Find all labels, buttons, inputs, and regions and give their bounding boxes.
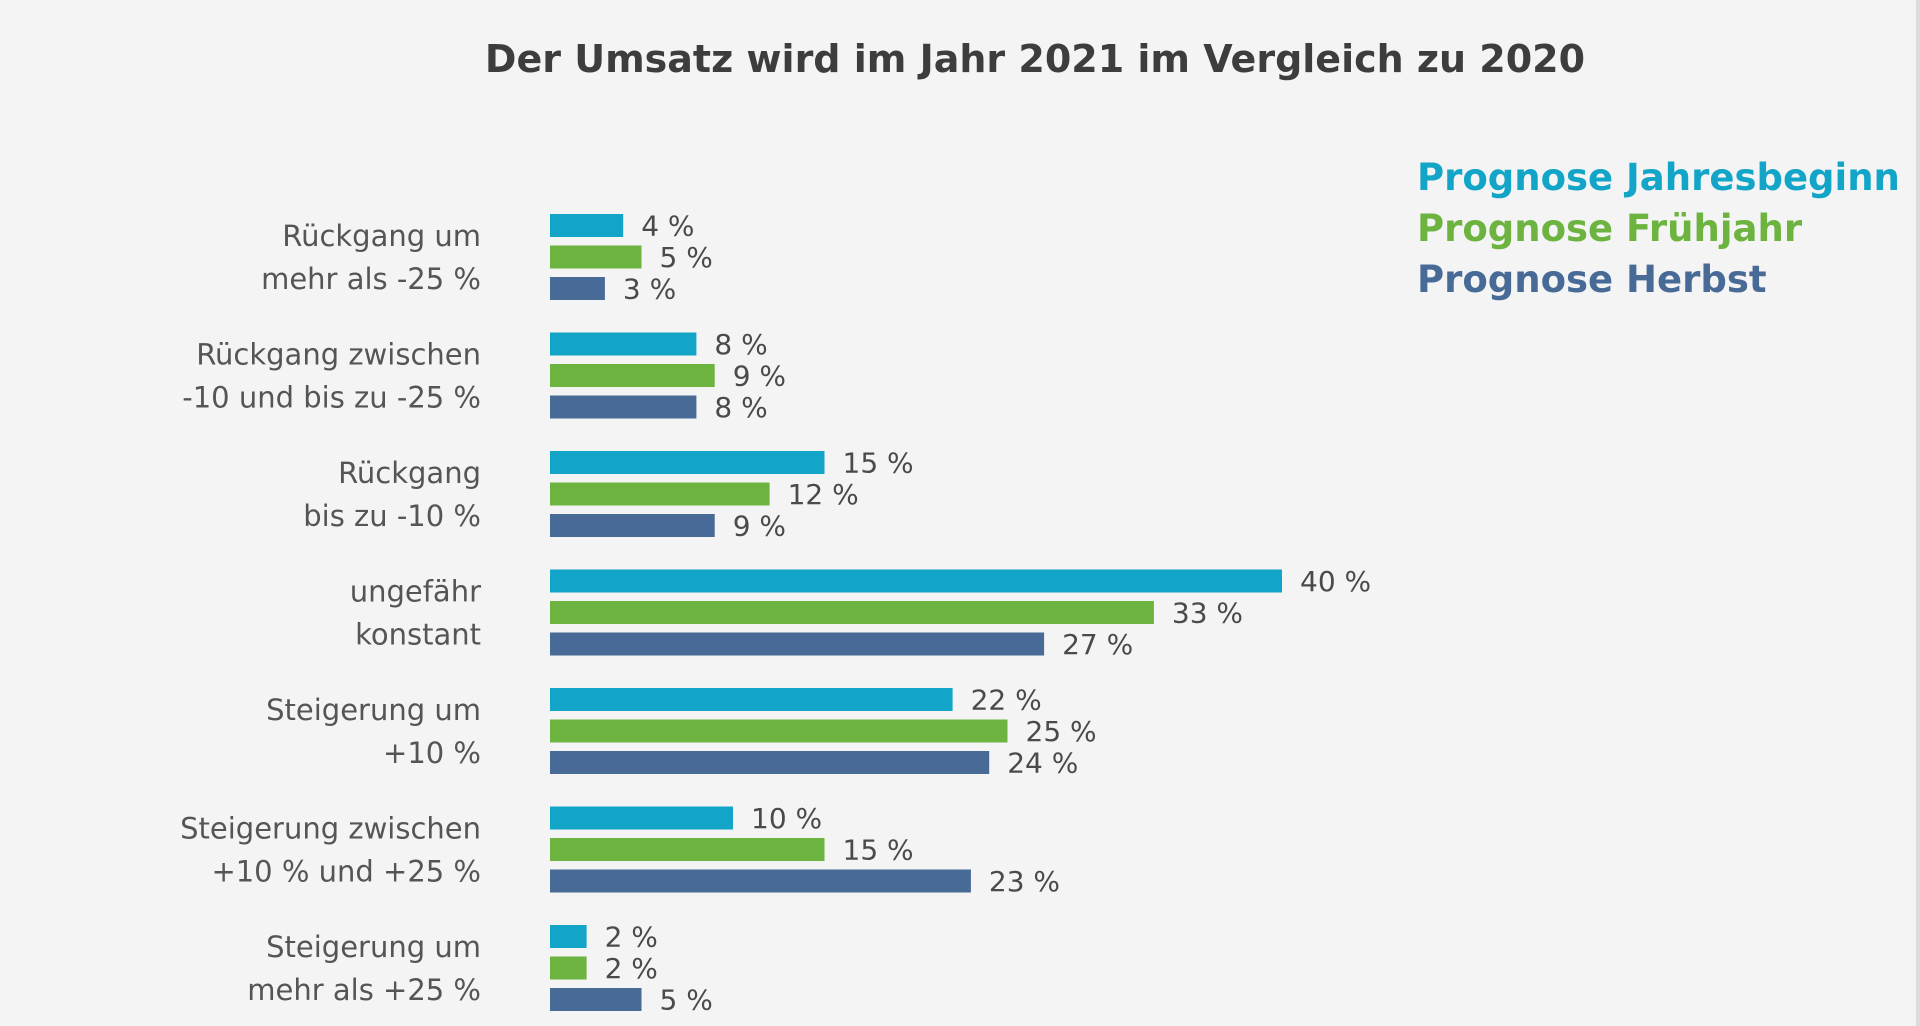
bar [550, 956, 587, 980]
bar [550, 482, 770, 506]
legend: Prognose Jahresbeginn Prognose Frühjahr Pr… [1417, 156, 1900, 301]
bar [550, 719, 1008, 743]
bar [550, 601, 1154, 624]
category-label-line: +10 % und +25 % [211, 855, 481, 889]
value-label: 33 % [1172, 597, 1243, 630]
category-label-line: konstant [355, 618, 481, 652]
category-labels: Rückgang um mehr als -25 % Rückgang zwisch… [180, 219, 481, 1007]
category-label-line: Steigerung zwischen [180, 812, 481, 846]
category-label-line: bis zu -10 % [303, 499, 481, 533]
chart-title: Der Umsatz wird im Jahr 2021 im Vergleic… [485, 37, 1585, 81]
legend-item: Prognose Frühjahr [1417, 207, 1803, 250]
bar [550, 925, 587, 948]
value-label: 3 % [623, 273, 676, 306]
category-label: Steigerung zwischen +10 % und +25 % [180, 812, 481, 889]
bars [550, 214, 1282, 1011]
bar [550, 569, 1282, 593]
bar [550, 277, 605, 300]
category-label-line: mehr als +25 % [247, 973, 481, 1007]
category-label-line: mehr als -25 % [261, 262, 481, 296]
bar [550, 395, 697, 419]
category-label-line: Rückgang um [282, 219, 481, 253]
bar [550, 632, 1045, 656]
category-label: Rückgang bis zu -10 % [303, 456, 481, 533]
value-label: 4 % [641, 210, 694, 243]
page-edge [1916, 0, 1920, 1026]
bar [550, 838, 825, 861]
bar [550, 514, 715, 537]
bar [550, 688, 953, 711]
value-label: 2 % [605, 952, 658, 985]
bar [550, 332, 697, 356]
value-label: 23 % [989, 865, 1060, 898]
category-label: Rückgang zwischen -10 und bis zu -25 % [182, 338, 481, 415]
value-label: 12 % [788, 478, 859, 511]
value-label: 10 % [751, 802, 822, 835]
bar [550, 751, 990, 774]
category-label-line: -10 und bis zu -25 % [182, 381, 481, 415]
value-label: 2 % [605, 921, 658, 954]
value-label: 15 % [843, 834, 914, 867]
category-label-line: Steigerung um [266, 693, 481, 727]
bar [550, 245, 642, 269]
bar [550, 451, 825, 474]
bar [550, 214, 624, 237]
category-label: Steigerung um +10 % [266, 693, 481, 770]
legend-item: Prognose Herbst [1417, 258, 1767, 301]
value-label: 9 % [733, 360, 786, 393]
value-labels: 4 %5 %3 %8 %9 %8 %15 %12 %9 %40 %33 %27 … [605, 210, 1372, 1017]
category-label-line: ungefähr [350, 575, 481, 609]
category-label: ungefähr konstant [350, 575, 481, 652]
value-label: 5 % [660, 241, 713, 274]
legend-item: Prognose Jahresbeginn [1417, 156, 1900, 199]
bar [550, 869, 971, 893]
bar [550, 806, 733, 830]
value-label: 9 % [733, 510, 786, 543]
value-label: 8 % [714, 391, 767, 424]
category-label: Rückgang um mehr als -25 % [261, 219, 481, 296]
value-label: 5 % [660, 984, 713, 1017]
value-label: 22 % [971, 684, 1042, 717]
value-label: 27 % [1062, 628, 1133, 661]
category-label: Steigerung um mehr als +25 % [247, 930, 481, 1007]
value-label: 40 % [1300, 565, 1371, 598]
category-label-line: Rückgang zwischen [196, 338, 481, 372]
category-label-line: Steigerung um [266, 930, 481, 964]
bar [550, 364, 715, 387]
category-label-line: +10 % [383, 736, 481, 770]
value-label: 24 % [1007, 747, 1078, 780]
value-label: 8 % [714, 328, 767, 361]
bar [550, 988, 642, 1011]
value-label: 25 % [1026, 715, 1097, 748]
value-label: 15 % [843, 447, 914, 480]
category-label-line: Rückgang [338, 456, 481, 490]
